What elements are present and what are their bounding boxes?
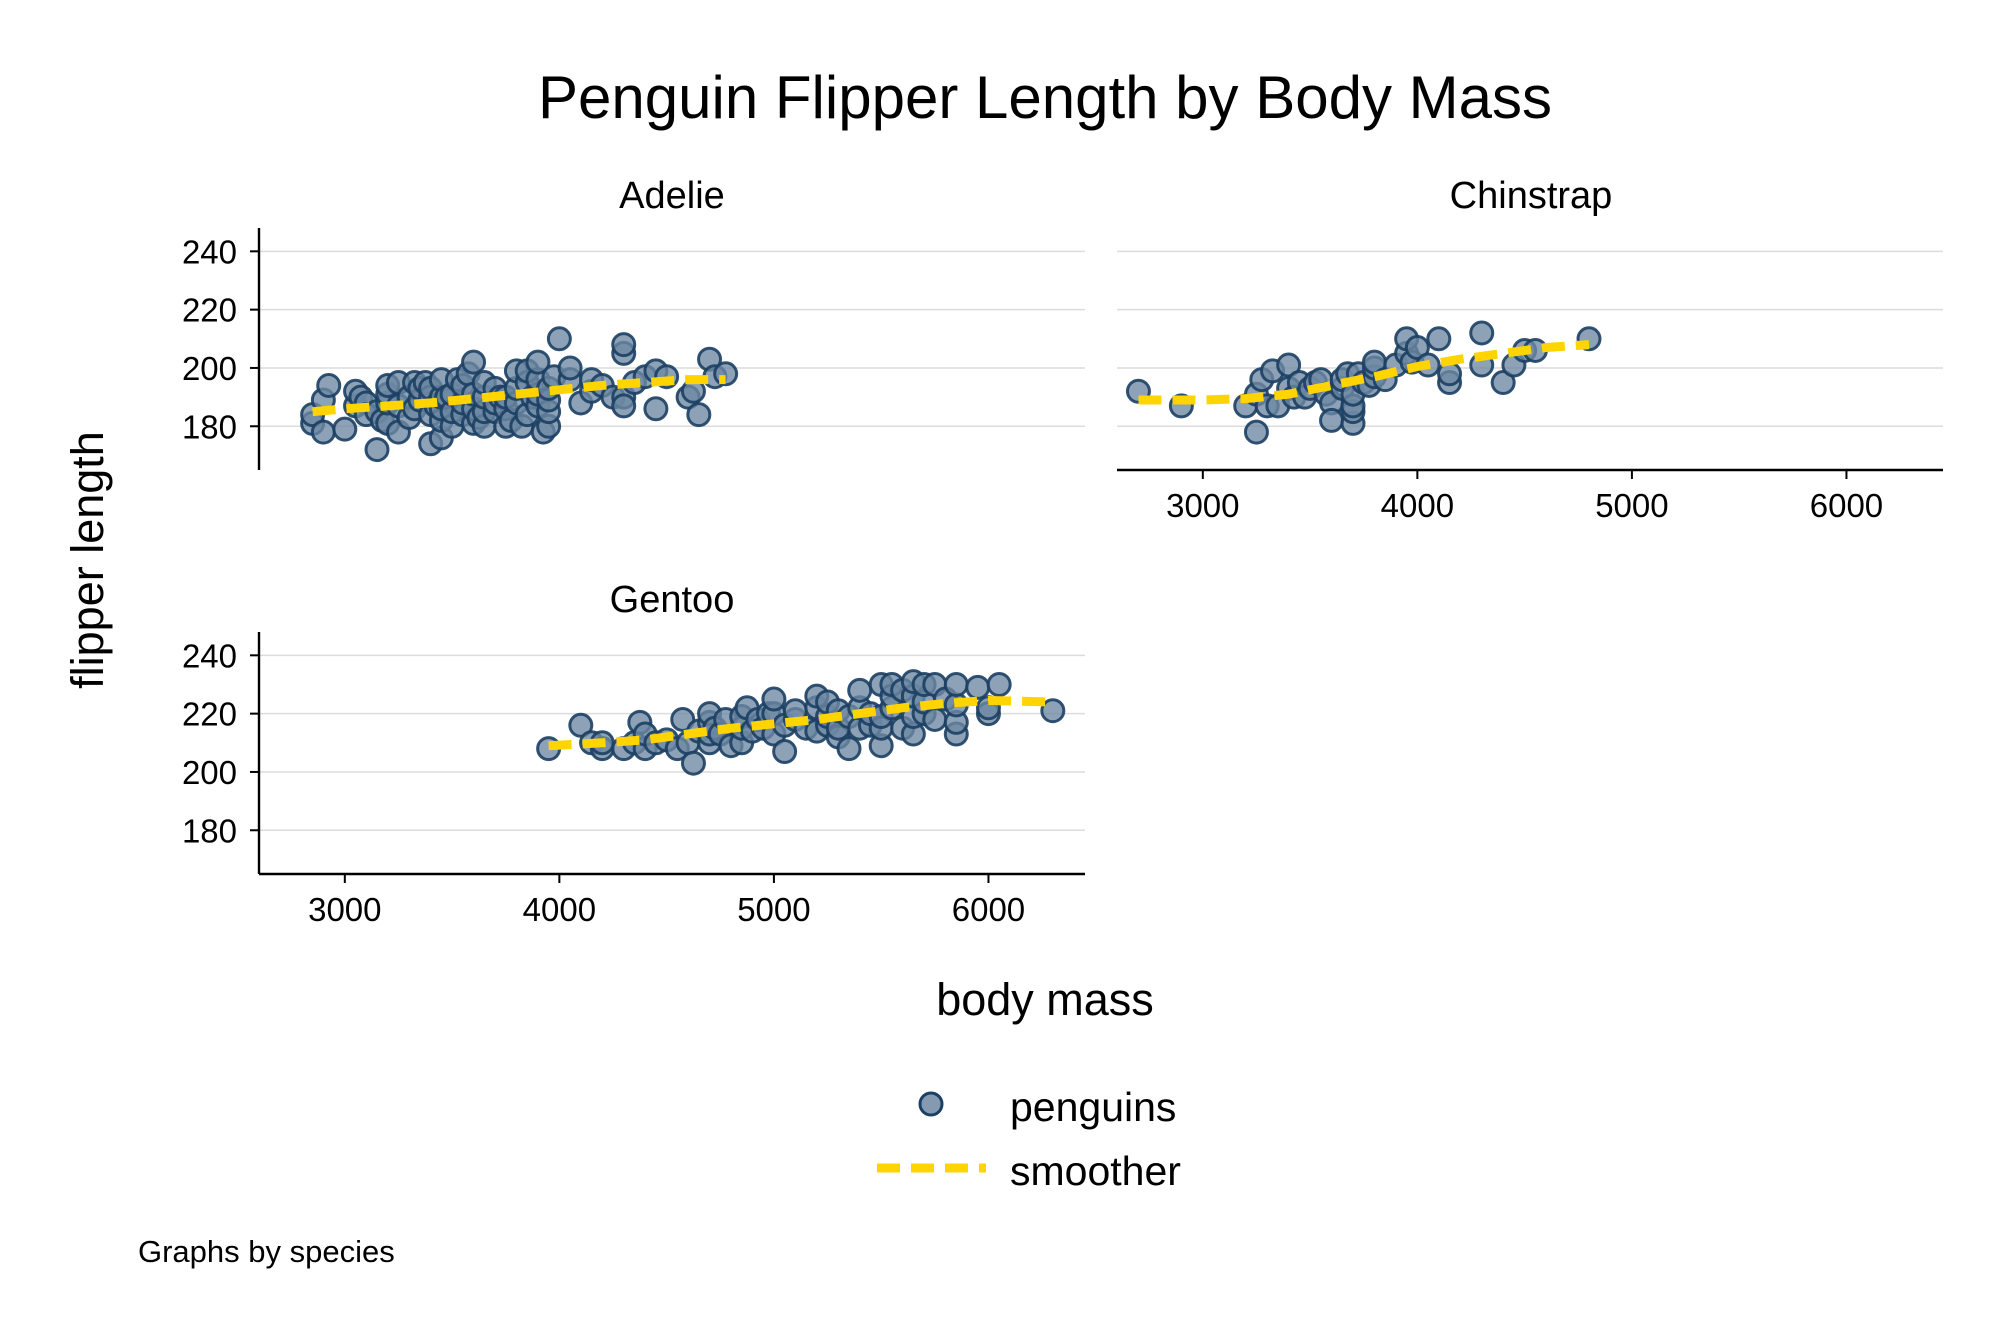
x-tick-label-gentoo-6000: 6000 [952, 891, 1025, 928]
point-chinstrap-3 [1243, 419, 1269, 445]
panel-adelie: Adelie 180 200 220 240 [182, 175, 1085, 470]
x-axis-label: body mass [936, 974, 1154, 1025]
point-gentoo-80 [965, 674, 991, 700]
point-gentoo-36 [772, 739, 798, 765]
y-tick-label-adelie-200: 200 [182, 350, 237, 387]
legend-label-smoother: smoother [1010, 1148, 1181, 1194]
panel-title-gentoo: Gentoo [610, 579, 735, 621]
point-gentoo-73 [922, 706, 948, 732]
y-tick-label-gentoo-180: 180 [182, 812, 237, 849]
x-tick-label-chinstrap-5000: 5000 [1595, 487, 1668, 524]
point-adelie-92 [611, 332, 637, 358]
point-gentoo-1 [568, 712, 594, 738]
legend-label-penguins: penguins [1010, 1084, 1176, 1130]
point-gentoo-15 [680, 750, 706, 776]
point-chinstrap-40 [1426, 326, 1452, 352]
chart-title: Penguin Flipper Length by Body Mass [538, 64, 1552, 131]
point-chinstrap-10 [1276, 352, 1302, 378]
x-tick-label-chinstrap-4000: 4000 [1381, 487, 1454, 524]
y-tick-label-gentoo-200: 200 [182, 754, 237, 791]
panel-chinstrap: Chinstrap 3000 4000 5000 6000 [1117, 175, 1943, 524]
point-adelie-104 [713, 361, 739, 387]
point-chinstrap-38 [1404, 335, 1430, 361]
y-tick-label-adelie-220: 220 [182, 292, 237, 329]
y-tick-label-adelie-180: 180 [182, 408, 237, 445]
point-gentoo-84 [1040, 698, 1066, 724]
point-adelie-75 [525, 349, 551, 375]
point-adelie-96 [643, 396, 669, 422]
x-tick-label-gentoo-3000: 3000 [308, 891, 381, 928]
x-tick-label-chinstrap-3000: 3000 [1166, 487, 1239, 524]
point-adelie-4 [316, 372, 342, 398]
y-tick-label-adelie-240: 240 [182, 233, 237, 270]
x-tick-label-gentoo-5000: 5000 [737, 891, 810, 928]
panel-title-adelie: Adelie [619, 175, 725, 217]
panel-gentoo: Gentoo 180 200 220 240 3000 4000 5000 6000 [182, 579, 1085, 928]
point-gentoo-54 [847, 677, 873, 703]
x-tick-label-gentoo-4000: 4000 [523, 891, 596, 928]
point-chinstrap-44 [1469, 320, 1495, 346]
legend: penguins smoother [877, 1084, 1181, 1194]
point-gentoo-79 [943, 671, 969, 697]
point-gentoo-35 [761, 686, 787, 712]
point-adelie-93 [611, 393, 637, 419]
point-adelie-82 [546, 326, 572, 352]
y-tick-label-gentoo-240: 240 [182, 637, 237, 674]
smoother-line-adelie [312, 375, 726, 417]
footnote: Graphs by species [138, 1234, 395, 1269]
point-adelie-2 [310, 419, 336, 445]
x-tick-label-chinstrap-6000: 6000 [1810, 487, 1883, 524]
point-adelie-11 [364, 437, 390, 463]
smoother-line-chinstrap [1138, 340, 1590, 405]
y-tick-label-gentoo-220: 220 [182, 696, 237, 733]
point-adelie-50 [461, 349, 487, 375]
point-adelie-5 [332, 416, 358, 442]
point-chinstrap-19 [1319, 407, 1345, 433]
point-adelie-101 [686, 402, 712, 428]
point-gentoo-50 [836, 736, 862, 762]
legend-marker-penguins-icon [918, 1091, 944, 1117]
point-gentoo-83 [986, 671, 1012, 697]
point-adelie-84 [557, 355, 583, 381]
point-chinstrap-45 [1490, 370, 1516, 396]
smoother-line-gentoo [548, 695, 1053, 751]
y-axis-label: flipper length [62, 431, 113, 689]
panel-title-chinstrap: Chinstrap [1450, 175, 1613, 217]
